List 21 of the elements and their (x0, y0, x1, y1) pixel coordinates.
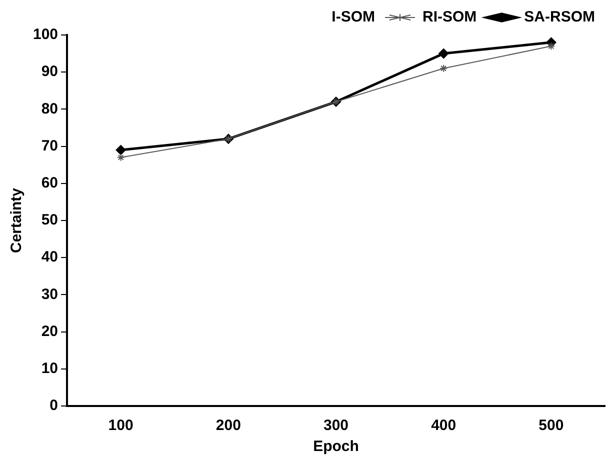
y-tick-label: 90 (41, 63, 58, 80)
y-tick-label: 10 (41, 360, 58, 378)
x-axis-title: Epoch (313, 438, 359, 456)
y-tick-label: 0 (50, 397, 58, 414)
legend-label: SA-RSOM (524, 8, 596, 26)
y-tick-label: 30 (41, 286, 58, 303)
legend-label: RI-SOM (422, 8, 477, 26)
x-tick-label: 400 (431, 417, 456, 434)
y-axis-title: Certainty (8, 187, 26, 254)
y-tick-label: 40 (41, 248, 58, 266)
x-tick-label: 200 (216, 417, 241, 434)
y-tick-label: 50 (41, 212, 58, 229)
y-tick-label: 60 (41, 174, 58, 192)
x-tick-label: 100 (108, 417, 134, 434)
y-tick-label: 100 (32, 26, 58, 44)
y-tick-label: 80 (41, 100, 58, 118)
x-tick-label: 500 (538, 417, 564, 434)
text: I-SOM (332, 8, 376, 26)
y-tick-label: 20 (41, 322, 58, 340)
x-tick-label: 300 (324, 417, 349, 434)
y-tick-label: 70 (41, 137, 58, 154)
